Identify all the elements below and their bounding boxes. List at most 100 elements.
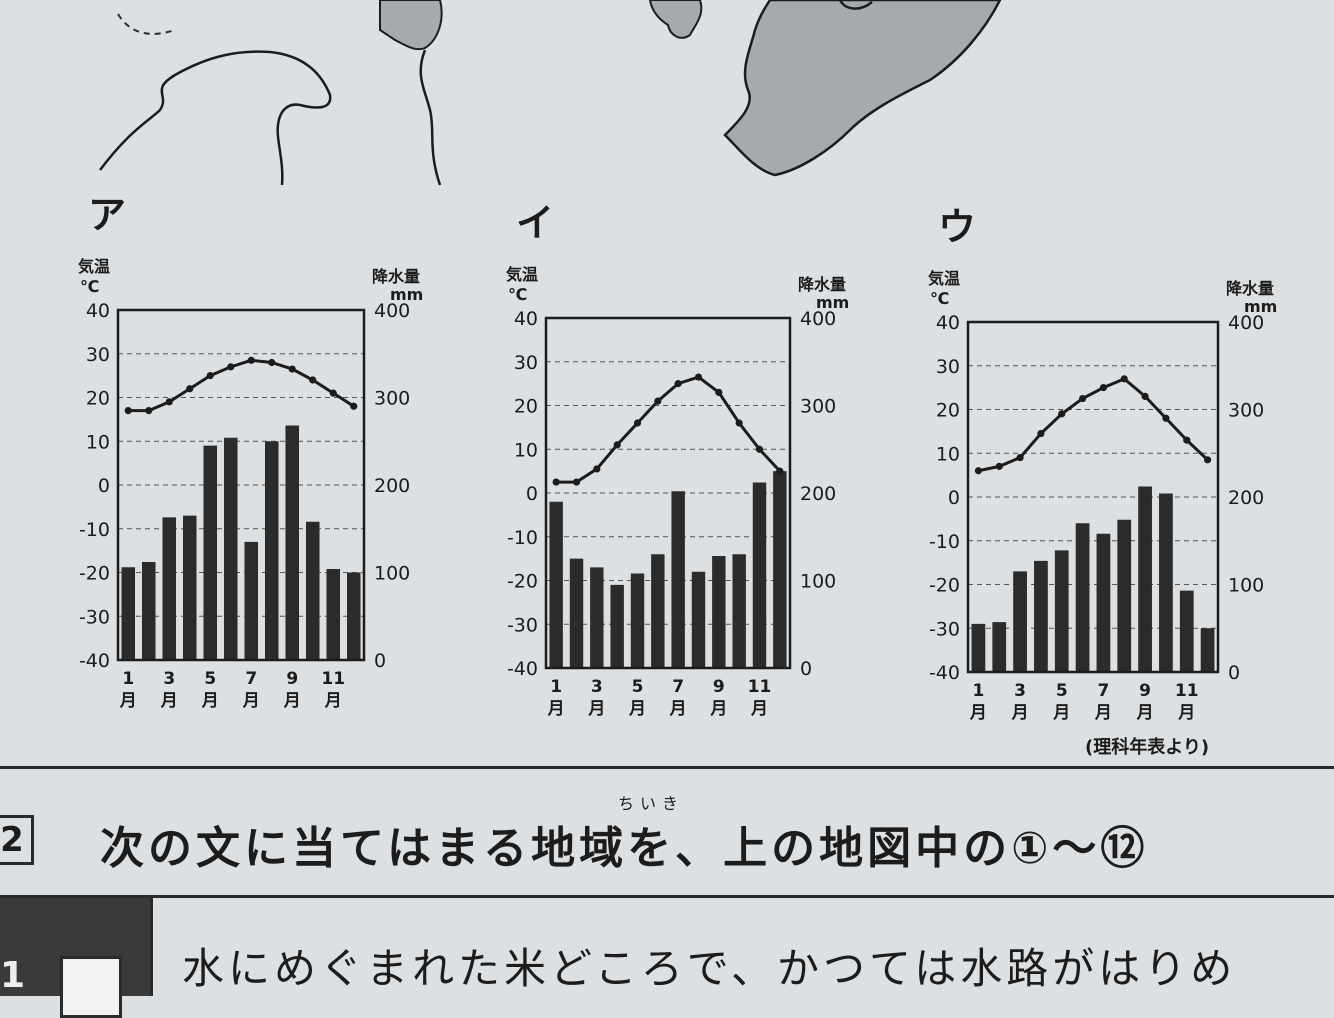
y-left-tick: -20 xyxy=(79,563,110,585)
y-left-unit: ℃ xyxy=(930,289,949,308)
y-right-tick: 0 xyxy=(1228,662,1240,684)
y-left-tick: -10 xyxy=(507,527,538,549)
temperature-point xyxy=(572,478,581,486)
precip-bar xyxy=(549,501,563,668)
y-right-tick: 100 xyxy=(800,571,836,593)
row-divider xyxy=(0,895,1334,898)
y-left-tick: 20 xyxy=(86,388,110,410)
precip-bar xyxy=(203,445,218,660)
y-left-tick: -20 xyxy=(929,575,960,597)
y-right-tick: 300 xyxy=(374,388,410,410)
plot-frame xyxy=(966,320,1220,674)
precip-bar xyxy=(1200,628,1215,672)
precip-bar xyxy=(1138,486,1152,672)
temperature-point xyxy=(186,385,194,393)
river-line xyxy=(419,49,442,186)
temperature-point xyxy=(1203,456,1212,464)
temperature-point xyxy=(1078,394,1087,403)
y-right-tick: 400 xyxy=(374,300,410,322)
x-tick-number: 1 xyxy=(550,677,562,697)
plot-frame xyxy=(116,308,366,662)
y-left-tick: 10 xyxy=(86,431,110,453)
x-tick-number: 9 xyxy=(713,677,725,697)
x-tick-unit: 月 xyxy=(324,691,342,711)
temperature-point xyxy=(350,402,358,410)
y-right-label: 降水量 xyxy=(798,275,846,294)
x-tick-number: 3 xyxy=(163,669,175,689)
precip-bar xyxy=(326,569,341,660)
temperature-point xyxy=(145,407,153,415)
temperature-point xyxy=(715,388,723,396)
y-right-tick: 400 xyxy=(800,308,836,330)
precip-bar xyxy=(630,573,645,668)
temperature-point xyxy=(694,373,703,381)
precip-bar xyxy=(732,554,746,668)
x-tick-number: 3 xyxy=(1014,681,1026,701)
precip-bar xyxy=(752,482,767,668)
x-tick-unit: 月 xyxy=(750,699,768,719)
precip-bar xyxy=(651,554,665,668)
temperature-point xyxy=(1162,414,1170,422)
answer-box[interactable] xyxy=(60,956,122,1018)
precip-bar xyxy=(992,622,1007,672)
precip-bar xyxy=(610,584,624,668)
y-left-tick: -40 xyxy=(79,650,110,672)
x-tick-number: 7 xyxy=(672,677,684,697)
temperature-point xyxy=(654,397,662,405)
precip-bar xyxy=(305,521,320,660)
precip-bar xyxy=(671,491,685,668)
temperature-point xyxy=(309,376,317,384)
y-right-tick: 100 xyxy=(374,563,410,585)
x-tick-unit: 月 xyxy=(709,699,727,719)
y-left-tick: 20 xyxy=(936,400,960,422)
y-right-tick: 0 xyxy=(374,650,386,672)
x-tick-number: 1 xyxy=(972,681,984,701)
x-tick-number: 9 xyxy=(286,669,298,689)
temperature-point xyxy=(755,445,764,453)
precip-bar xyxy=(1179,590,1194,672)
answer-row-number: 1 xyxy=(0,955,26,996)
question-number: 2 xyxy=(0,815,34,865)
map-fragment xyxy=(99,0,1002,186)
precip-bar xyxy=(691,571,706,668)
x-tick-unit: 月 xyxy=(160,691,178,711)
temperature-point xyxy=(674,380,682,388)
y-left-tick: 40 xyxy=(86,300,110,322)
x-tick-unit: 月 xyxy=(969,703,987,723)
precip-bar xyxy=(285,425,300,660)
precip-bar xyxy=(182,515,197,660)
y-left-tick: 0 xyxy=(98,475,110,497)
answer-row-text: 水にめぐまれた米どころで、かつては水路がはりめ xyxy=(182,944,1237,993)
y-left-unit: ℃ xyxy=(80,277,99,296)
y-left-tick: 0 xyxy=(948,487,960,509)
precip-bar xyxy=(1117,519,1132,672)
precip-bar xyxy=(1075,523,1090,672)
precip-bar xyxy=(1096,533,1111,672)
x-tick-number: 7 xyxy=(1097,681,1109,701)
x-tick-unit: 月 xyxy=(201,691,219,711)
temperature-point xyxy=(552,478,560,486)
y-right-tick: 200 xyxy=(1228,487,1264,509)
precip-bar xyxy=(971,623,986,672)
y-left-tick: -30 xyxy=(929,618,960,640)
question-text: 次の文に当てはまる地域を、上の地図中の①～⑫ xyxy=(100,823,1149,874)
temperature-point xyxy=(995,462,1003,470)
x-tick-number: 9 xyxy=(1139,681,1151,701)
x-tick-unit: 月 xyxy=(283,691,301,711)
temperature-point xyxy=(165,398,173,406)
y-left-label: 気温 xyxy=(928,269,960,288)
climate-chart-u: ウ気温℃降水量mm403020100-10-20-30-404003002001… xyxy=(928,205,1277,723)
y-right-label: 降水量 xyxy=(1226,279,1274,298)
y-right-unit: mm xyxy=(390,285,423,304)
x-tick-number: 5 xyxy=(204,669,216,689)
temperature-point xyxy=(329,389,337,397)
precip-bar xyxy=(1054,550,1069,672)
x-tick-unit: 月 xyxy=(669,699,687,719)
y-left-tick: 30 xyxy=(86,344,110,366)
x-tick-unit: 月 xyxy=(587,699,605,719)
precip-bar xyxy=(244,541,259,660)
y-left-tick: 10 xyxy=(936,443,960,465)
y-left-tick: 40 xyxy=(514,308,538,330)
x-tick-number: 1 xyxy=(122,669,134,689)
precip-bar xyxy=(121,567,136,660)
